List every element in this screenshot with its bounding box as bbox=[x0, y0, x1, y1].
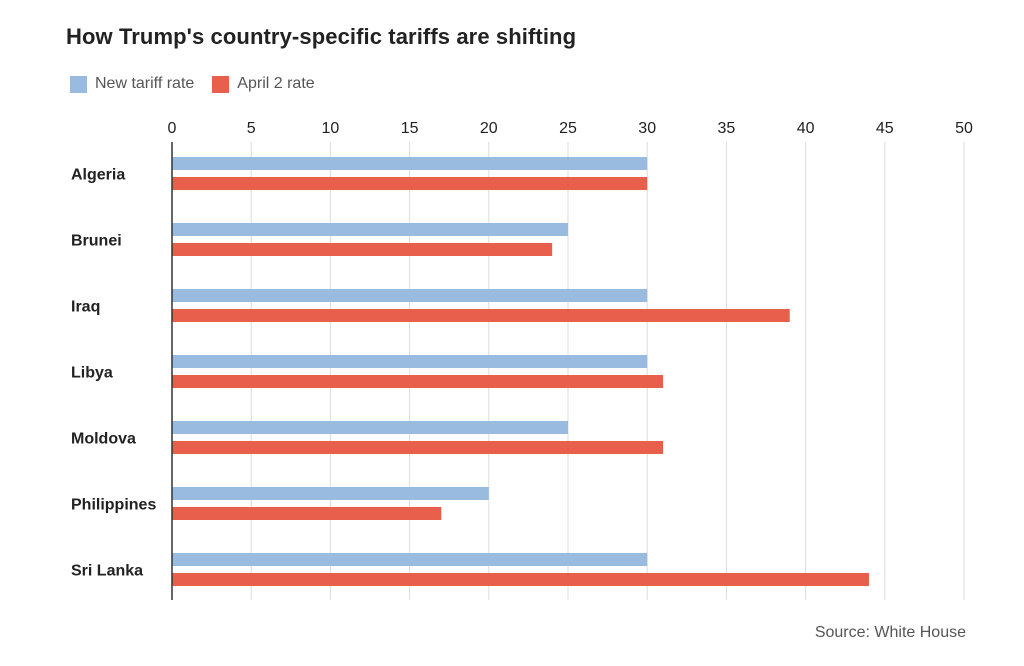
x-tick-label: 50 bbox=[955, 120, 973, 137]
x-tick-label: 10 bbox=[322, 120, 340, 137]
bar-new-rate bbox=[172, 487, 489, 500]
bar-new-rate bbox=[172, 355, 648, 368]
legend-item-new-rate: New tariff rate bbox=[70, 75, 194, 93]
x-tick-label: 5 bbox=[247, 120, 256, 137]
category-label: Iraq bbox=[71, 299, 100, 316]
x-tick-label: 20 bbox=[480, 120, 498, 137]
category-label: Brunei bbox=[71, 233, 122, 250]
bar-april-rate bbox=[172, 177, 648, 190]
bar-new-rate bbox=[172, 289, 648, 302]
bar-april-rate bbox=[172, 243, 553, 256]
bar-new-rate bbox=[172, 421, 568, 434]
legend-swatch-new-rate bbox=[70, 75, 87, 93]
x-tick-label: 35 bbox=[718, 120, 736, 137]
legend: New tariff rate April 2 rate bbox=[70, 75, 315, 93]
legend-swatch-april-rate bbox=[212, 75, 230, 93]
category-label: Sri Lanka bbox=[71, 563, 143, 580]
category-label: Philippines bbox=[71, 497, 156, 514]
x-tick-label: 45 bbox=[876, 120, 894, 137]
category-label: Algeria bbox=[71, 167, 125, 184]
bar-new-rate bbox=[172, 553, 648, 566]
category-label: Libya bbox=[71, 365, 113, 382]
x-tick-label: 0 bbox=[168, 120, 177, 137]
legend-label-april-rate: April 2 rate bbox=[237, 75, 315, 92]
category-label: Moldova bbox=[71, 431, 136, 448]
source-note: Source: White House bbox=[814, 624, 966, 641]
legend-item-april-rate: April 2 rate bbox=[212, 75, 315, 93]
legend-label-new-rate: New tariff rate bbox=[95, 75, 195, 92]
bar-april-rate bbox=[172, 573, 869, 586]
bar-april-rate bbox=[172, 309, 790, 322]
x-tick-label: 25 bbox=[559, 120, 577, 137]
bar-april-rate bbox=[172, 441, 664, 454]
bar-new-rate bbox=[172, 157, 648, 170]
chart-title: How Trump's country-specific tariffs are… bbox=[66, 24, 577, 49]
x-tick-label: 15 bbox=[401, 120, 419, 137]
x-tick-label: 30 bbox=[638, 120, 656, 137]
x-tick-label: 40 bbox=[797, 120, 815, 137]
bar-new-rate bbox=[172, 223, 568, 236]
bar-april-rate bbox=[172, 507, 442, 520]
bar-april-rate bbox=[172, 375, 664, 388]
